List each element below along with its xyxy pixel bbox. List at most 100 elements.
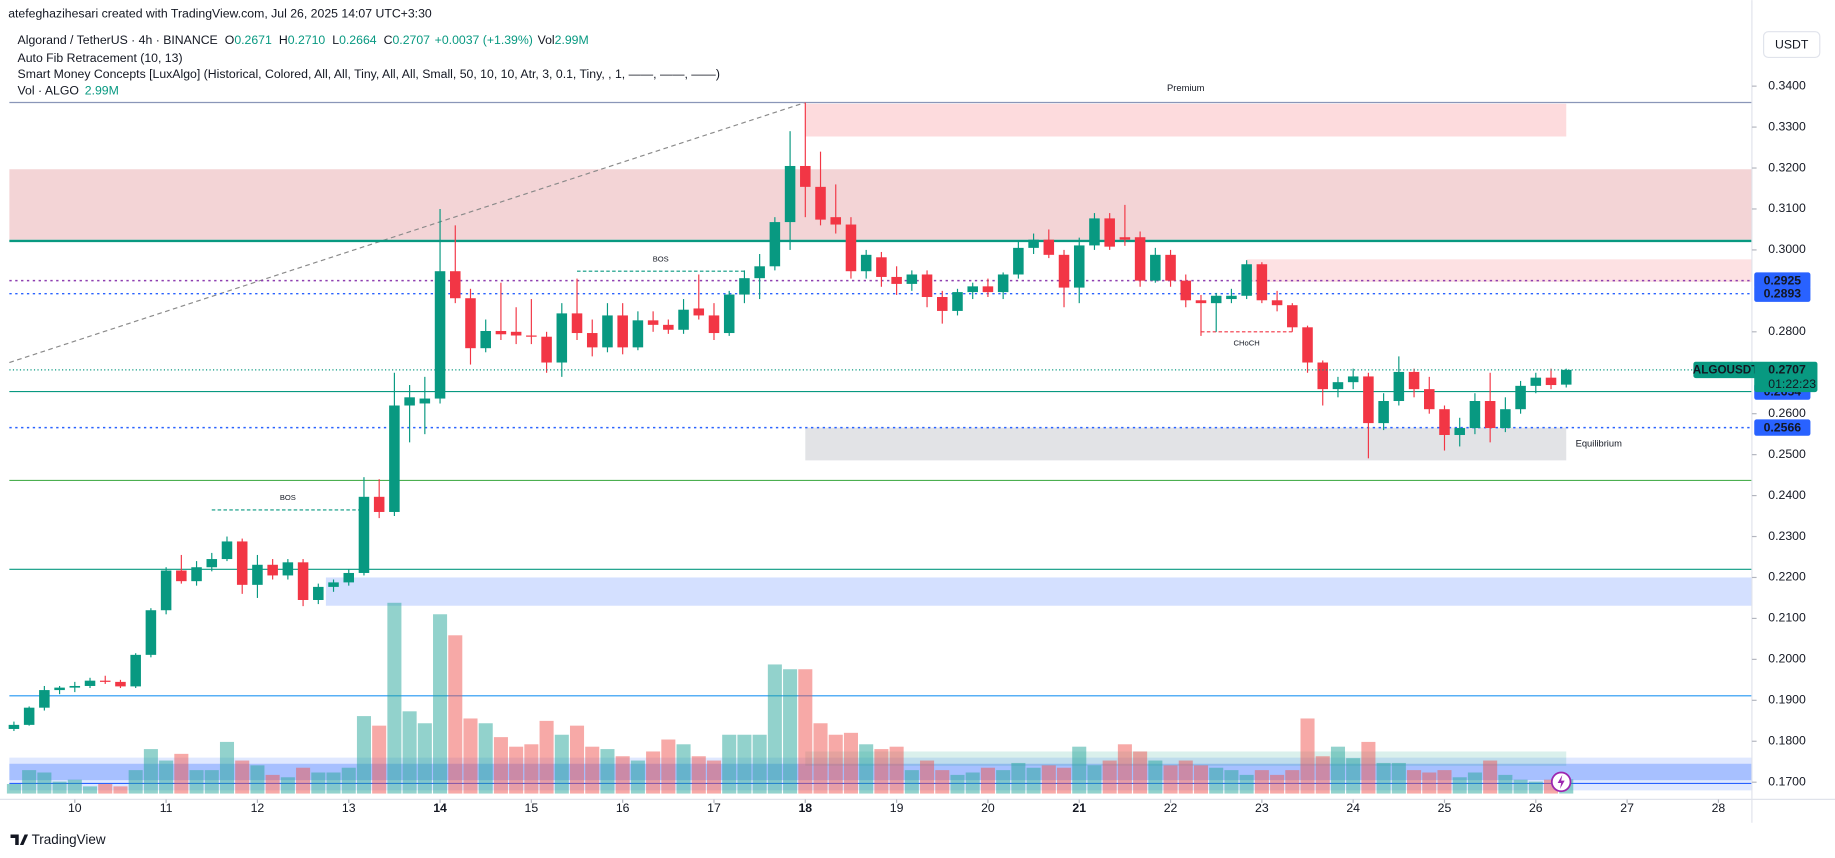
volume-bar [1148,760,1163,794]
fib-trend-line [9,101,806,364]
y-tick-label: 0.3200 [1768,160,1806,174]
y-tick-label: 0.2400 [1768,488,1806,502]
y-tick-label: 0.2500 [1768,447,1806,461]
candle-body [221,541,233,560]
volume-bar [783,669,798,794]
y-tick-label: 0.2100 [1768,611,1806,625]
candle-body [343,572,355,583]
volume-bar [585,746,600,794]
x-tick-label: 25 [1438,801,1452,815]
volume-bar [752,734,767,794]
y-tick-label: 0.1800 [1768,734,1806,748]
logo-mark[interactable] [10,834,29,846]
candle-body [1028,239,1039,248]
volume-bar [1209,767,1224,794]
volume-bar [554,734,569,794]
candle-body [997,274,1009,293]
candle-body [480,330,491,349]
x-tick-label: 17 [707,801,721,815]
zone [325,577,1752,606]
volume-bar [1285,770,1300,794]
candle-body [419,398,431,404]
candle-body [739,278,750,295]
candle-body [1089,218,1100,246]
price-tag-label: 0.2925 [1764,273,1802,287]
volume-bar [828,734,843,794]
volume-bar [1483,760,1498,794]
volume-bar [1087,765,1102,794]
ohlc-value: 0.2710 [288,33,326,47]
volume-bar [280,777,295,794]
ohlc-value: 0.2671 [234,33,272,47]
y-tick-label: 0.2600 [1768,406,1806,420]
candle-body [708,315,720,334]
volume-bar [737,734,752,794]
volume-bar [22,770,37,794]
candle-body [313,586,324,600]
candle-body [617,315,628,348]
y-tick-label: 0.3300 [1768,119,1806,133]
current-price-label: 0.2707 [1768,363,1806,377]
volume-bar [1437,770,1452,794]
volume-bar [493,737,508,794]
volume-bar [448,635,463,794]
y-tick-label: 0.2300 [1768,529,1806,543]
price-tag [1754,285,1811,302]
candle-body [541,336,552,363]
candle-body [937,297,948,311]
volume-bar [311,772,326,794]
y-tick-label: 0.2800 [1768,324,1806,338]
candle-body [23,707,35,725]
currency-button-label[interactable]: USDT [1775,37,1809,51]
candle-body [1013,247,1024,275]
volume-bar [1117,744,1132,794]
candle-body [1363,376,1374,424]
candle-body [236,541,248,585]
candle-body [1515,385,1526,410]
volume-bar [646,751,661,794]
volume-bar [1467,772,1482,794]
candle-body [784,165,796,223]
candle-body [556,313,568,363]
volume-bar [52,781,67,794]
candle-body [510,331,522,336]
footer-logo[interactable]: TradingView [10,832,106,847]
ohlc-key: H [279,33,288,47]
ohlc-key: L [332,33,339,47]
volume-bar [1041,765,1056,794]
currency-button[interactable] [1763,31,1821,59]
alert-bolt[interactable] [1557,774,1565,789]
volume-bar [980,767,995,794]
x-tick-label: 19 [890,801,904,815]
volume-bar [600,749,615,794]
price-tag [1754,419,1811,436]
volume-bar [965,772,980,794]
logo-text[interactable]: TradingView [32,832,106,847]
volume-bar [143,749,158,794]
zone [1246,259,1752,282]
volume-bar [1102,760,1117,794]
candle-body [647,320,659,325]
price-tag-label: 0.2893 [1764,287,1802,301]
candle-body [906,274,918,284]
alert-icon[interactable] [1550,771,1572,793]
volume-bar [1407,770,1422,794]
volume-bar [1011,762,1026,794]
volume-key: Vol [538,33,555,47]
symbol-tag [1693,361,1758,379]
volume-bar [1330,746,1345,794]
candle-body [693,308,705,316]
volume-bar [935,770,950,794]
candle-body [404,397,415,406]
volume-bar [1178,760,1193,794]
volume-bar [82,786,98,794]
volume-bar [1361,741,1376,794]
volume-bar [509,746,524,794]
candle-body [1104,218,1115,247]
candle-body [1393,371,1405,402]
indicator-legend: Smart Money Concepts [LuxAlgo] (Historic… [18,67,720,81]
x-tick-label: 18 [798,801,812,815]
candle-body [1073,245,1085,288]
candle-body [1378,401,1389,424]
